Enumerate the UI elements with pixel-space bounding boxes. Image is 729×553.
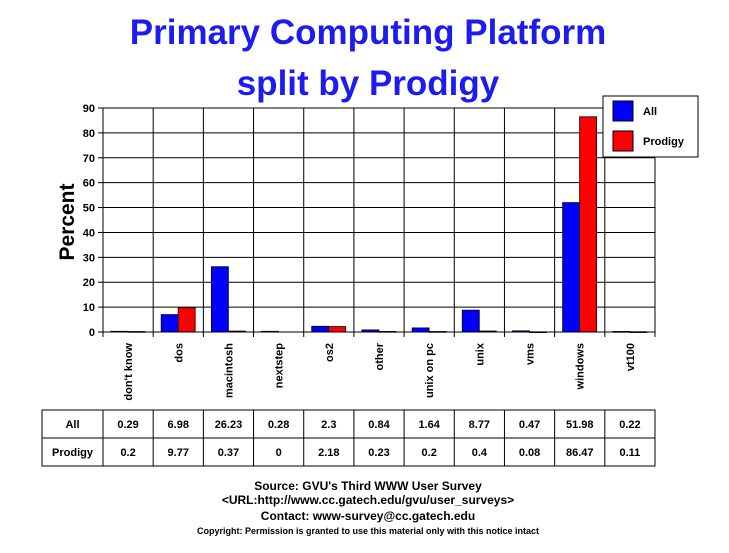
y-tick-label: 70 [83, 153, 95, 165]
y-axis-label: Percent [56, 183, 79, 260]
y-tick-label: 40 [83, 227, 95, 239]
y-tick-label: 20 [83, 277, 95, 289]
table-cell: 0.29 [117, 419, 138, 431]
bar-prodigy [328, 326, 347, 333]
footer-source: Source: GVU's Third WWW User Survey [254, 479, 482, 493]
chart-subtitle: split by Prodigy [237, 64, 500, 103]
x-tick-label: os2 [324, 343, 336, 362]
legend-swatch-all [612, 100, 634, 122]
legend-swatch-prodigy [612, 130, 634, 152]
x-tick-label: nextstep [274, 343, 286, 389]
y-tick-label: 0 [89, 327, 95, 339]
chart-title: Primary Computing Platform [130, 13, 606, 52]
table-cell: 0.11 [620, 447, 641, 459]
table-cell: 9.77 [168, 447, 189, 459]
bar-all [160, 314, 179, 333]
table-cell: 26.23 [215, 419, 243, 431]
footer-contact[interactable]: Contact: www-survey@cc.gatech.edu [261, 509, 475, 523]
plot-border [102, 107, 656, 333]
y-tick-label: 90 [83, 103, 95, 115]
table-cell: 2.18 [318, 447, 339, 459]
table-cell: 86.47 [566, 447, 594, 459]
footer-copyright: Copyright: Permission is granted to use … [197, 526, 539, 536]
table-cell: 0.84 [368, 419, 390, 431]
x-tick-label: vt100 [625, 343, 637, 371]
bar-all [311, 325, 330, 333]
table-cell: 0.08 [519, 447, 540, 459]
x-tick-label: dos [173, 343, 185, 363]
data-table: All 0.29 6.98 26.23 0.28 2.3 0.84 1.64 8.77 0.47 5… [41, 409, 656, 467]
table-cell: 0.23 [368, 447, 389, 459]
legend-label-prodigy: Prodigy [643, 136, 685, 148]
table-cell: 0.2 [120, 447, 135, 459]
table-cell: 0.47 [519, 419, 540, 431]
table-cell: 0.4 [472, 447, 488, 459]
legend: All Prodigy [602, 95, 699, 158]
table-cell: 8.77 [469, 419, 490, 431]
footer-url[interactable]: <URL:http://www.cc.gatech.edu/gvu/user_s… [222, 493, 514, 507]
x-tick-label: unix on pc [424, 343, 436, 398]
y-tick-label: 60 [83, 178, 95, 190]
x-tick-label: windows [575, 343, 587, 390]
x-tick-label: vms [525, 343, 537, 365]
y-tick-label: 30 [83, 252, 95, 264]
y-tick-label: 10 [83, 302, 95, 314]
x-tick-label: unix [474, 342, 486, 365]
table-cell: 6.98 [168, 419, 189, 431]
x-tick-label: other [374, 342, 386, 370]
table-cell: 2.3 [321, 419, 336, 431]
x-tick-label: don't know [123, 343, 135, 401]
bar-prodigy [579, 116, 598, 333]
table-cell: 0.28 [268, 419, 289, 431]
y-tick-label: 50 [83, 203, 95, 215]
table-cell: 51.98 [566, 419, 594, 431]
bar-all [210, 266, 229, 333]
table-row-header: All [65, 419, 79, 431]
plot-area: 0 10 20 30 40 50 60 70 80 90 don't know dos macintos… [83, 103, 656, 401]
bar-all [562, 202, 581, 333]
table-row-header: Prodigy [52, 447, 94, 459]
bar-all [461, 309, 480, 333]
table-cell: 0.37 [218, 447, 239, 459]
table-cell: 0.22 [619, 419, 640, 431]
table-cell: 1.64 [418, 419, 440, 431]
x-tick-label: macintosh [223, 343, 235, 398]
table-cell: 0 [276, 447, 282, 459]
legend-label-all: All [643, 106, 657, 118]
bar-all [411, 327, 430, 333]
y-tick-label: 80 [83, 128, 95, 140]
table-cell: 0.2 [422, 447, 437, 459]
bar-prodigy [177, 307, 196, 333]
